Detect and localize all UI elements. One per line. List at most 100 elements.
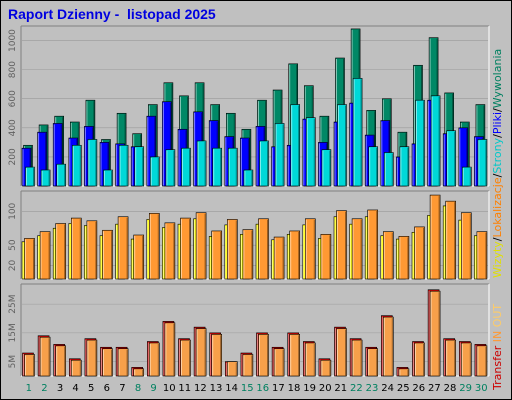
bar-transfer-out xyxy=(133,368,144,377)
bar-strony-body xyxy=(368,146,379,187)
day-label: 21 xyxy=(334,383,347,394)
bar-strony-body xyxy=(87,139,98,187)
bar-lokalizacje-body xyxy=(71,217,82,280)
bar-transfer-out-body xyxy=(445,339,457,377)
legend-separator: / xyxy=(491,108,504,112)
y-tick-label: 600 xyxy=(8,90,18,107)
day-label: 23 xyxy=(366,383,379,394)
bar-transfer-out-body xyxy=(39,336,51,377)
bar-transfer-out xyxy=(258,334,269,377)
bar-strony xyxy=(415,99,425,187)
bar-transfer-out-body xyxy=(102,348,113,377)
y-tick-label: 5M xyxy=(8,355,18,369)
bar-strony xyxy=(430,95,441,187)
bar-lokalizacje-body xyxy=(382,231,394,280)
y-tick-label: 25M xyxy=(8,295,18,314)
day-label: 8 xyxy=(135,383,141,394)
bar-strony xyxy=(40,169,51,187)
legend-separator: / xyxy=(491,237,504,241)
bar-transfer-out-body xyxy=(258,334,269,377)
bar-strony-body xyxy=(228,147,238,187)
bar-lokalizacje xyxy=(320,234,332,280)
day-label: 11 xyxy=(178,383,191,394)
bar-lokalizacje xyxy=(55,223,67,280)
day-label: 27 xyxy=(428,383,441,394)
bar-lokalizacje xyxy=(117,216,129,280)
panel-visits-background xyxy=(21,191,489,279)
bar-lokalizacje xyxy=(414,226,425,280)
bar-transfer-out-body xyxy=(289,334,301,377)
panel-visits: 100 50 20 xyxy=(8,190,490,280)
y-tick-label: 1000 xyxy=(8,29,18,52)
bar-strony-body xyxy=(352,78,363,187)
bar-strony xyxy=(368,146,379,187)
bar-lokalizacje-body xyxy=(398,236,410,280)
bar-lokalizacje-body xyxy=(149,213,160,280)
bar-strony-body xyxy=(25,166,35,187)
legend-transfer: Transfer IN OUT xyxy=(491,304,504,391)
bar-strony xyxy=(25,166,35,187)
bar-transfer-out xyxy=(476,345,488,377)
bar-strony xyxy=(461,166,472,187)
day-label: 19 xyxy=(303,383,316,394)
day-label: 2 xyxy=(41,383,47,394)
legend-hits-visits: Wizyty/Lokalizacje/Strony/Pliki/Wywolani… xyxy=(491,49,504,278)
bar-strony xyxy=(446,130,457,187)
bar-lokalizacje xyxy=(133,234,144,280)
bar-lokalizacje xyxy=(102,229,113,280)
bar-transfer-out xyxy=(102,348,113,377)
bar-strony xyxy=(305,117,316,187)
bar-lokalizacje xyxy=(86,220,98,280)
y-tick-label: 100 xyxy=(8,202,18,219)
bar-strony xyxy=(477,139,488,187)
day-label: 3 xyxy=(57,383,63,394)
bar-lokalizacje xyxy=(164,222,176,280)
y-tick-label: 50 xyxy=(8,239,18,251)
bar-strony xyxy=(212,147,222,187)
y-tick-label: 15M xyxy=(8,323,18,342)
day-label: 6 xyxy=(104,383,110,394)
bar-strony xyxy=(118,144,129,187)
day-label: 9 xyxy=(150,383,156,394)
bar-lokalizacje xyxy=(398,236,410,280)
bar-lokalizacje xyxy=(304,218,316,280)
legend-separator: / xyxy=(491,134,504,138)
bar-lokalizacje xyxy=(367,209,379,280)
day-label: 22 xyxy=(350,383,363,394)
y-tick-label: 200 xyxy=(8,148,18,165)
bar-transfer-out-body xyxy=(351,339,363,377)
bar-transfer-out-body xyxy=(195,328,207,377)
bar-transfer-out xyxy=(460,342,472,377)
bar-lokalizacje-body xyxy=(336,210,347,280)
bar-strony-body xyxy=(461,166,472,187)
day-label: 26 xyxy=(412,383,425,394)
bar-transfer-out-body xyxy=(320,359,332,377)
bar-strony-body xyxy=(181,147,191,187)
day-label: 5 xyxy=(88,383,94,394)
day-label: 20 xyxy=(319,383,332,394)
day-label: 17 xyxy=(272,383,285,394)
bar-transfer-out-body xyxy=(71,359,82,377)
panel-transfer: 25M 15M 5M xyxy=(8,283,490,377)
day-label: 14 xyxy=(225,383,238,394)
bar-lokalizacje-body xyxy=(414,226,425,280)
bar-strony-body xyxy=(103,169,113,187)
bar-lokalizacje-body xyxy=(227,219,238,280)
bar-strony-body xyxy=(118,144,129,187)
day-label: 25 xyxy=(397,383,410,394)
bar-transfer-out xyxy=(24,354,35,377)
bar-transfer-out-body xyxy=(336,328,347,377)
bar-transfer-out-body xyxy=(227,361,238,377)
bar-lokalizacje-body xyxy=(39,231,51,280)
bar-lokalizacje-body xyxy=(24,238,35,280)
bar-transfer-out xyxy=(414,342,425,377)
bar-transfer-out-body xyxy=(133,368,144,377)
bar-transfer-out-body xyxy=(117,348,129,377)
bar-lokalizacje-body xyxy=(289,230,301,280)
bar-strony-body xyxy=(321,149,332,187)
day-label: 29 xyxy=(459,383,472,394)
panel-hits: 1000 800 600 400 200 xyxy=(8,25,490,187)
bar-lokalizacje xyxy=(460,212,472,280)
day-label: 24 xyxy=(381,383,394,394)
bar-transfer-out xyxy=(382,316,394,377)
